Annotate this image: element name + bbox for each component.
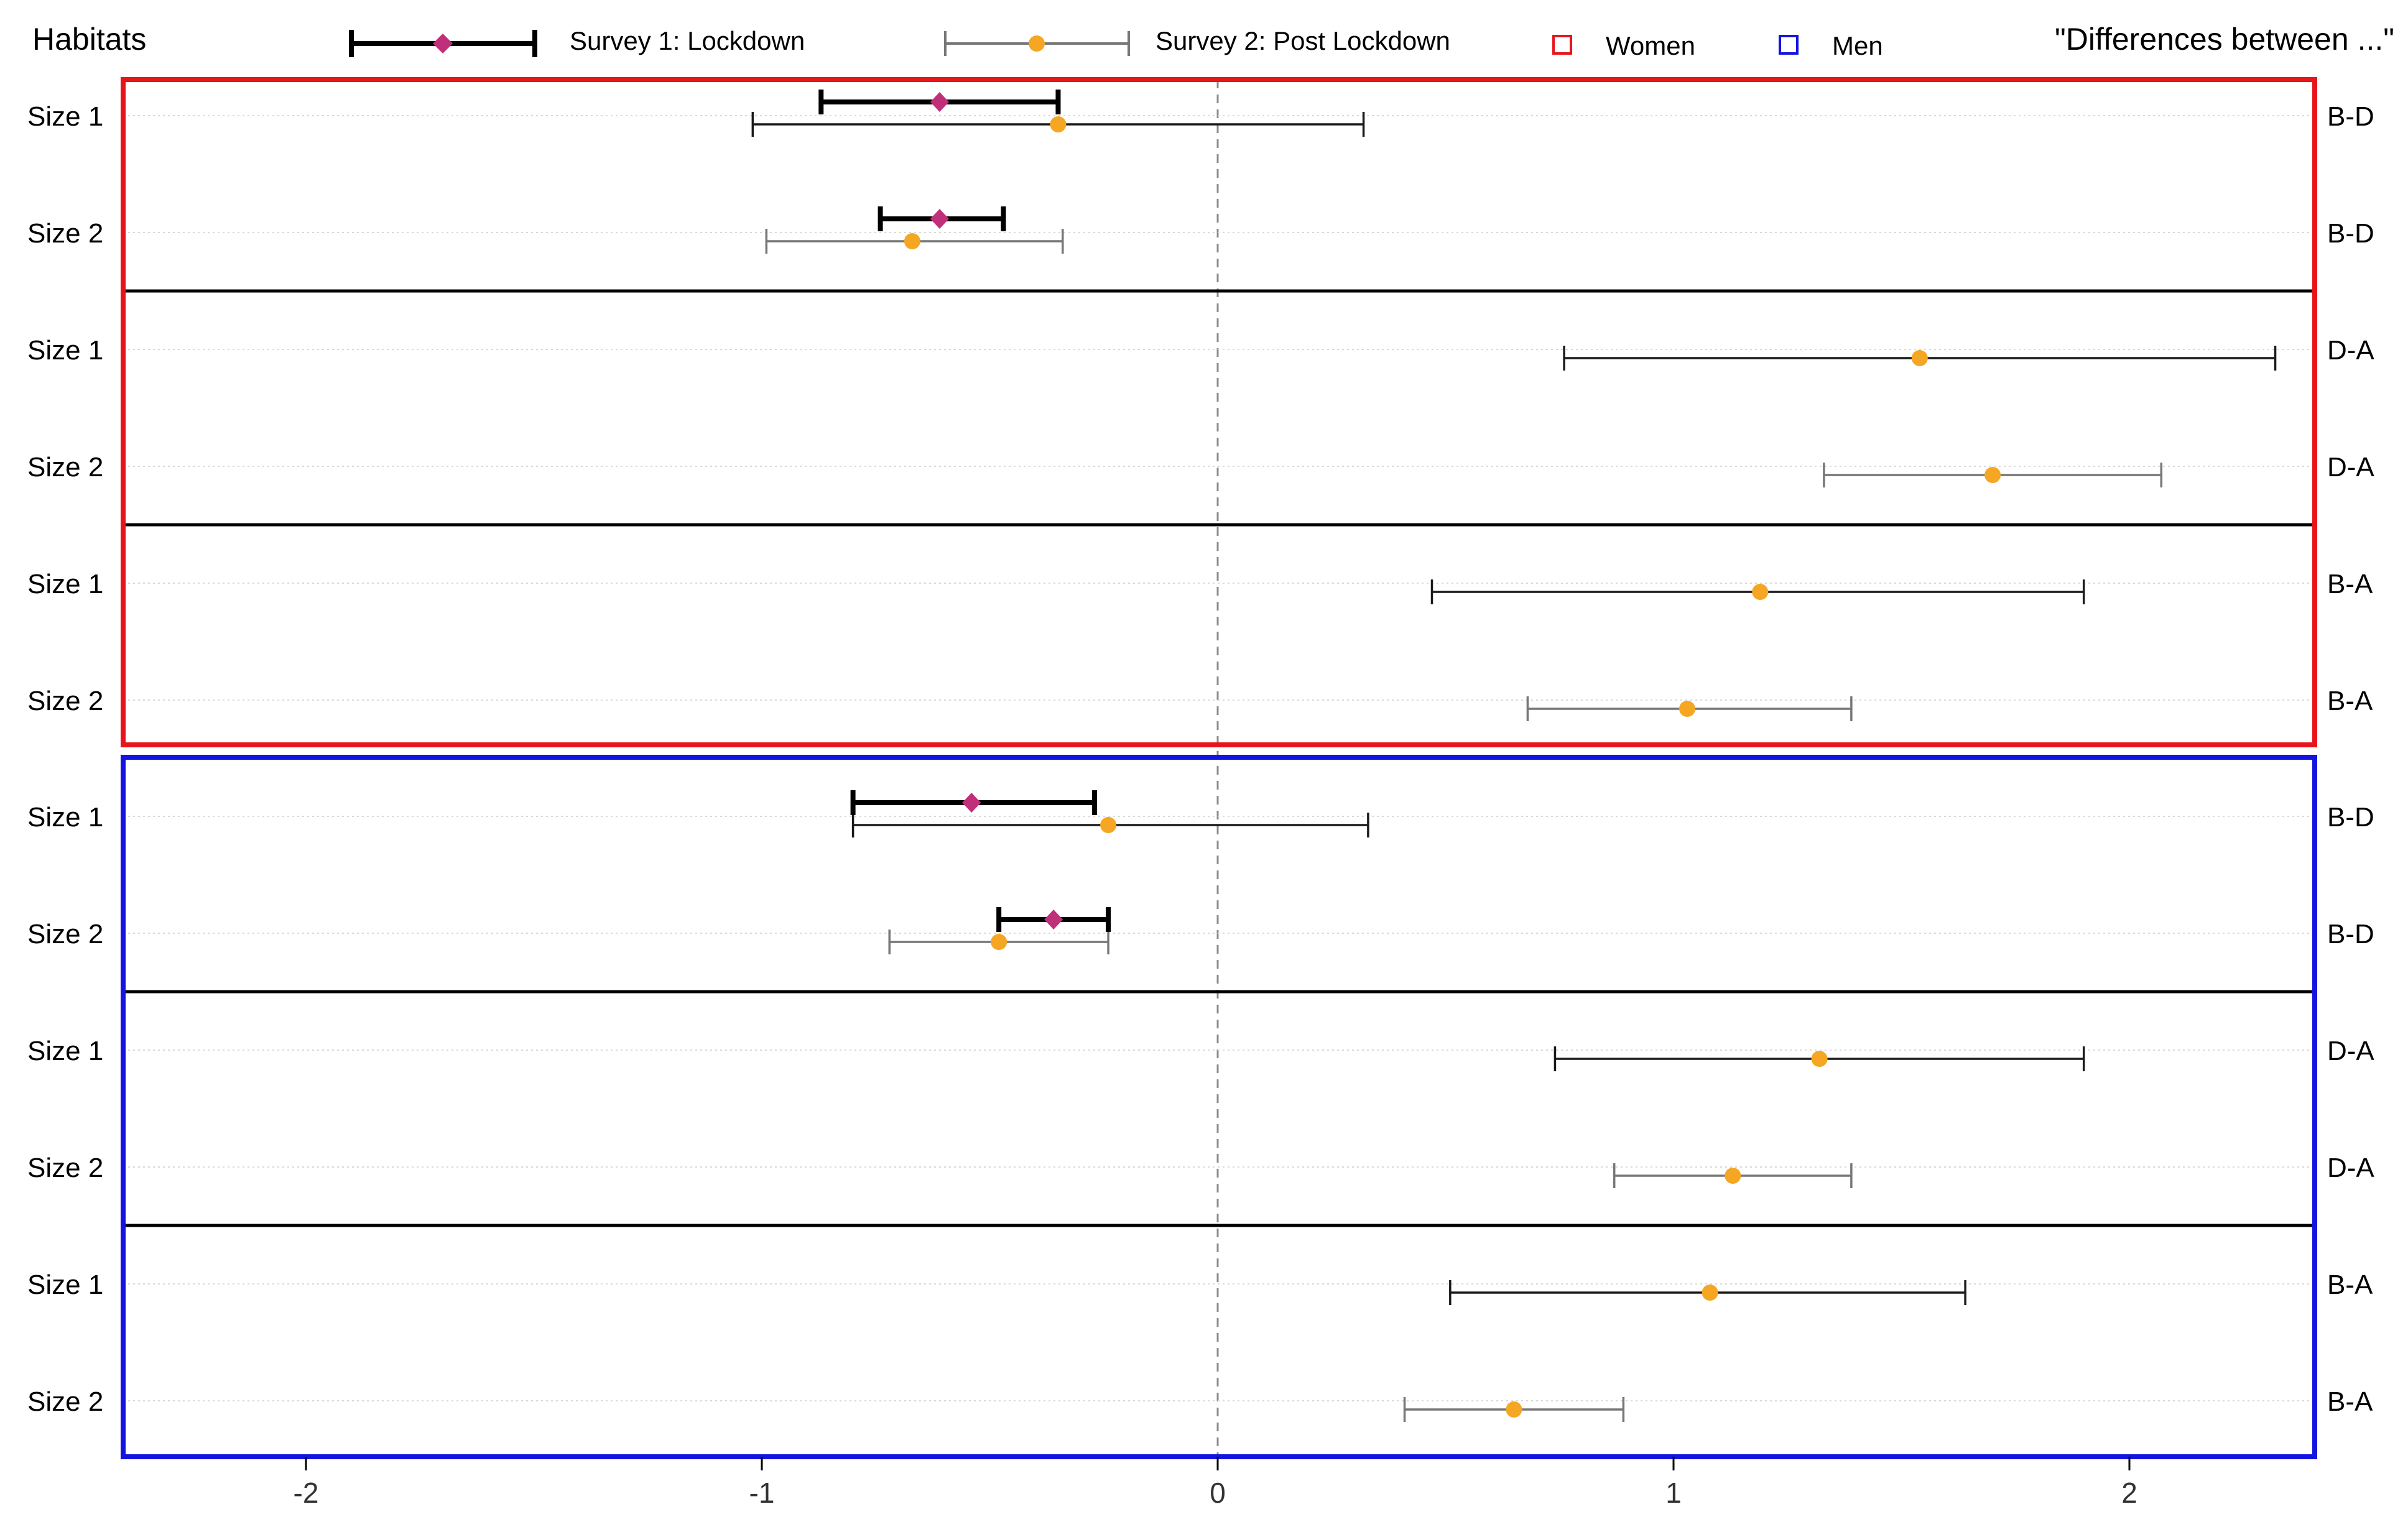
women-survey1-point xyxy=(930,209,949,229)
comparison-label: B-A xyxy=(2327,569,2373,599)
row-label: Size 1 xyxy=(27,1270,103,1300)
row-label: Size 1 xyxy=(27,569,103,599)
legend-survey1-label: Survey 1: Lockdown xyxy=(570,26,805,55)
women-panel-frame xyxy=(121,77,2317,747)
row-label: Size 1 xyxy=(27,1036,103,1066)
row-label: Size 2 xyxy=(27,1153,103,1183)
legend-women-label: Women xyxy=(1606,31,1695,60)
row-label: Size 2 xyxy=(27,686,103,716)
row-label: Size 1 xyxy=(27,101,103,132)
men-survey1-point xyxy=(1044,910,1063,930)
women-survey2-point xyxy=(1679,701,1695,717)
x-tick-label: 0 xyxy=(1210,1477,1226,1509)
comparison-label: B-D xyxy=(2327,101,2374,132)
women-survey2-point xyxy=(904,233,920,249)
plot-area: Size 1 B-D Size 2 B-D Size 1 D-A Size 2 D-A Size… xyxy=(27,77,2374,1509)
x-tick-label: 2 xyxy=(2121,1477,2137,1509)
women-survey1-point xyxy=(930,92,949,112)
legend-survey2-marker xyxy=(1029,35,1045,52)
men-survey2-point xyxy=(1725,1168,1741,1184)
row-label: Size 1 xyxy=(27,335,103,366)
men-survey2-point xyxy=(1506,1401,1522,1418)
comparison-label: D-A xyxy=(2327,1153,2374,1183)
legend-men-label: Men xyxy=(1832,31,1883,60)
x-tick-label: -2 xyxy=(294,1477,319,1509)
legend-survey2-key xyxy=(944,31,1130,56)
comparison-label: B-D xyxy=(2327,218,2374,249)
legend-survey1-marker xyxy=(433,34,453,53)
comparison-label: D-A xyxy=(2327,1036,2374,1066)
women-survey2-point xyxy=(1752,584,1769,600)
men-panel-frame xyxy=(121,755,2317,1459)
comparison-label: D-A xyxy=(2327,335,2374,366)
comparison-label: D-A xyxy=(2327,452,2374,482)
comparison-label: B-D xyxy=(2327,802,2374,833)
row-label: Size 2 xyxy=(27,919,103,949)
comparison-label: B-D xyxy=(2327,919,2374,949)
comparison-label: B-A xyxy=(2327,1386,2373,1417)
legend-men-swatch xyxy=(1779,35,1799,55)
men-survey2-point xyxy=(1702,1285,1718,1301)
x-tick-label: 1 xyxy=(1665,1477,1682,1509)
men-survey2-point xyxy=(1811,1051,1828,1067)
legend-survey1-key xyxy=(349,30,537,57)
row-label: Size 2 xyxy=(27,218,103,249)
men-survey2-point xyxy=(1100,817,1117,833)
women-survey2-point xyxy=(1050,116,1067,132)
row-label: Size 2 xyxy=(27,452,103,482)
women-survey2-point xyxy=(1984,467,2001,483)
men-survey1-point xyxy=(962,793,981,813)
legend: Habitats Survey 1: Lockdown Survey 2: Po… xyxy=(32,22,2394,60)
legend-survey2-label: Survey 2: Post Lockdown xyxy=(1155,26,1450,55)
comparison-label: B-A xyxy=(2327,1270,2373,1300)
legend-heading: Habitats xyxy=(32,22,146,57)
chart-title: "Differences between ..." xyxy=(2055,22,2394,57)
row-label: Size 2 xyxy=(27,1386,103,1417)
comparison-label: B-A xyxy=(2327,686,2373,716)
men-survey2-point xyxy=(991,934,1007,950)
row-label: Size 1 xyxy=(27,802,103,833)
women-survey2-point xyxy=(1911,350,1928,366)
x-tick-label: -1 xyxy=(749,1477,775,1509)
legend-women-swatch xyxy=(1552,35,1572,55)
